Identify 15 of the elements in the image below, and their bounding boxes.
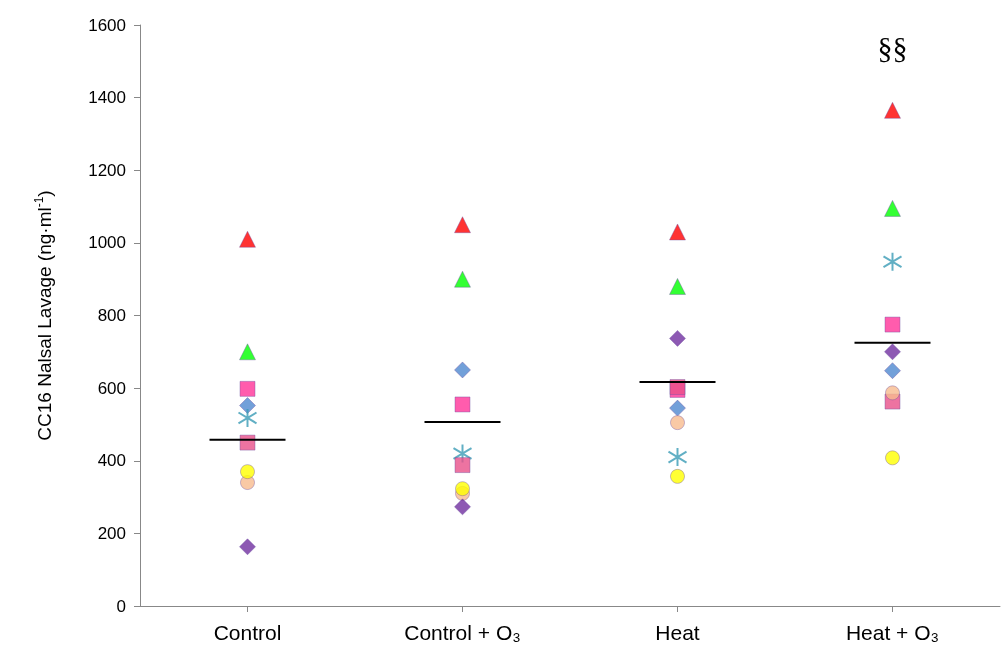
y-tick-label: 200 [97,523,126,543]
y-tick-label: 0 [116,596,126,616]
x-tick-label: Heat [655,621,700,644]
y-tick-label: 1200 [88,160,126,180]
y-axis-title: CC16 Nalsal Lavage (ng·ml-1) [32,190,55,441]
y-tick-label: 600 [97,378,126,398]
x-tick-label: Control + O₃ [404,621,521,644]
x-tick-label: Control [213,621,282,644]
annotation: §§ [877,30,908,64]
y-tick-label: 400 [97,451,126,471]
y-tick-label: 1000 [88,233,126,253]
y-tick-label: 800 [97,306,126,325]
y-tick-label: 1600 [88,15,126,35]
x-tick-label: Heat + O₃ [845,621,940,644]
y-tick-label: 1400 [88,88,126,108]
